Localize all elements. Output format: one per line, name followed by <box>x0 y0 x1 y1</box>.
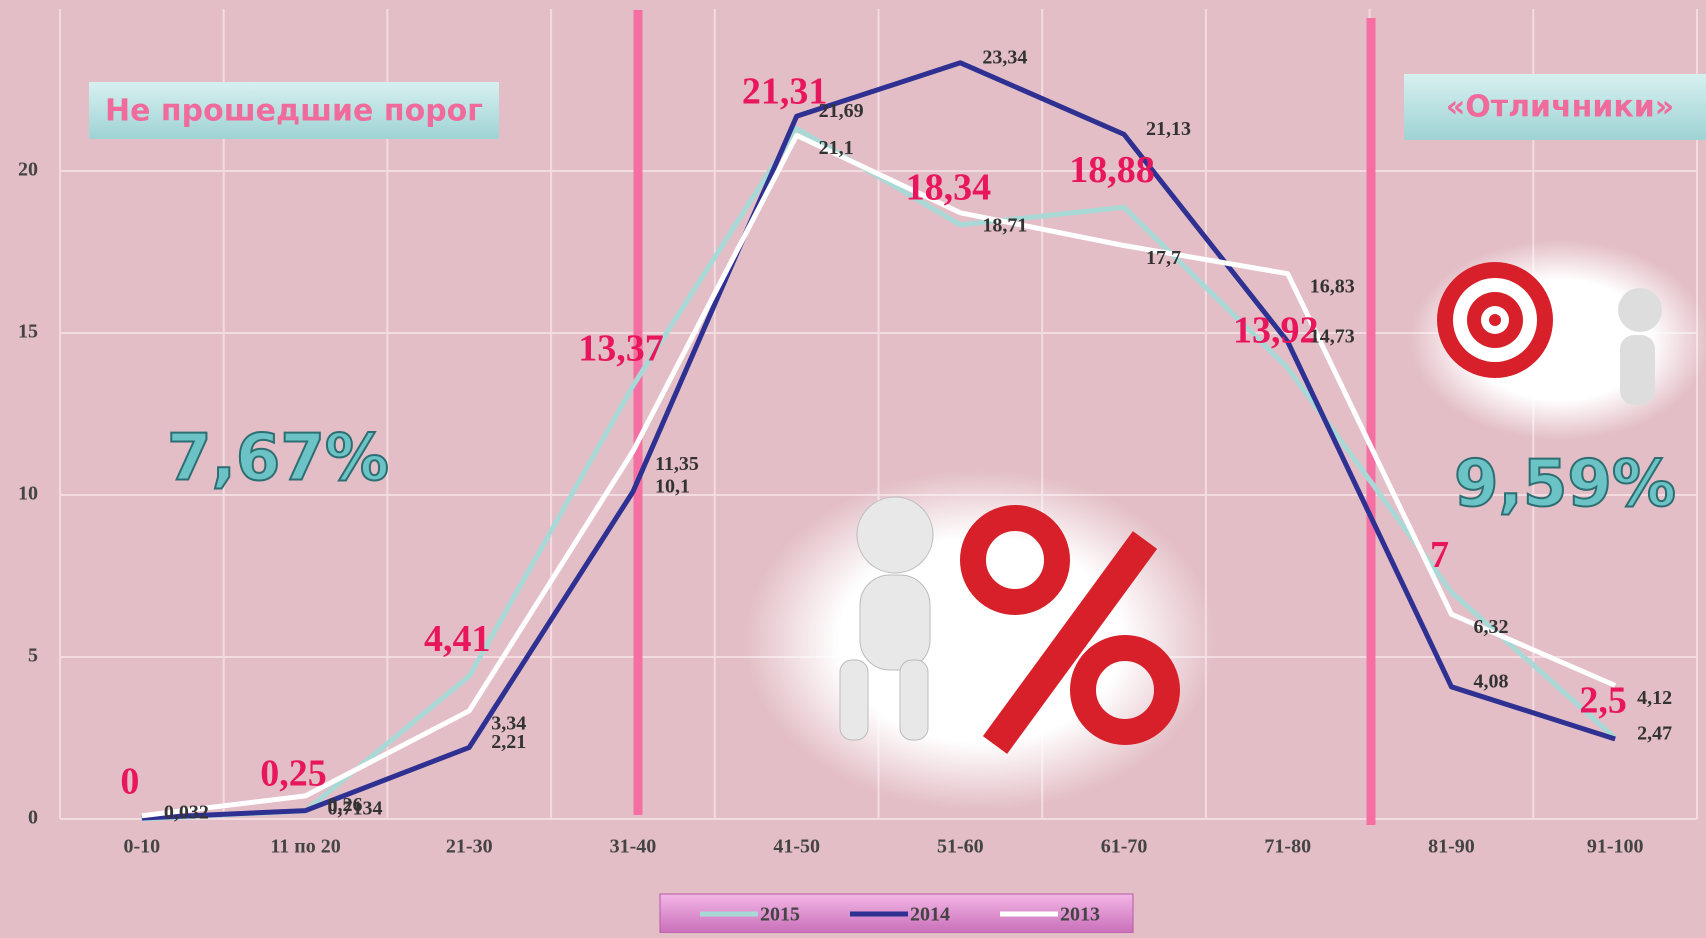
y-tick-label: 5 <box>28 645 38 667</box>
data-label: 0,25 <box>260 753 327 795</box>
legend-label: 2013 <box>1060 904 1100 926</box>
data-label: 0,032 <box>164 802 209 824</box>
x-tick-label: 71-80 <box>1264 836 1311 858</box>
data-label: 23,34 <box>982 46 1027 68</box>
x-tick-label: 51-60 <box>937 836 984 858</box>
annotation: 9,59% <box>1454 448 1676 522</box>
annotation-box <box>89 82 499 139</box>
data-label: 4,08 <box>1473 670 1508 692</box>
annotation: Не прошедшие порог <box>105 94 483 129</box>
data-label: 0 <box>120 761 139 803</box>
legend-label: 2015 <box>760 904 800 926</box>
data-label: 21,31 <box>742 70 828 112</box>
data-label: 6,32 <box>1473 616 1508 638</box>
data-label: 7 <box>1430 534 1449 576</box>
data-label: 16,83 <box>1310 275 1355 297</box>
data-label: 2,47 <box>1637 723 1672 745</box>
data-label: 17,7 <box>1146 247 1181 269</box>
x-tick-label: 11 по 20 <box>270 836 340 858</box>
x-tick-label: 81-90 <box>1428 836 1475 858</box>
data-label: 4,12 <box>1637 687 1672 709</box>
x-tick-label: 61-70 <box>1101 836 1148 858</box>
data-label: 0,7134 <box>328 797 383 819</box>
x-tick-label: 0-10 <box>124 836 161 858</box>
y-tick-label: 15 <box>18 321 38 343</box>
annotation: 7,67% <box>167 422 389 496</box>
series-line <box>141 132 1617 819</box>
data-label: 0,26 <box>328 794 363 816</box>
data-label: 14,73 <box>1310 325 1355 347</box>
y-tick-label: 10 <box>18 483 38 505</box>
x-tick-label: 41-50 <box>773 836 820 858</box>
data-label: 21,69 <box>819 100 864 122</box>
data-label: 11,35 <box>655 453 699 475</box>
x-tick-label: 31-40 <box>610 836 657 858</box>
data-label: 13,37 <box>578 328 664 370</box>
data-label: 18,71 <box>982 214 1027 236</box>
legend-label: 2014 <box>910 904 950 926</box>
data-label: 2,21 <box>491 731 526 753</box>
data-label: 21,13 <box>1146 118 1191 140</box>
x-tick-label: 21-30 <box>446 836 493 858</box>
data-label: 4,41 <box>424 618 491 660</box>
target-icon <box>1437 262 1662 405</box>
data-label: 13,92 <box>1233 310 1319 352</box>
annotation-box <box>1404 74 1706 140</box>
data-label: 2,5 <box>1579 680 1627 722</box>
y-tick-label: 0 <box>28 807 38 829</box>
data-label: 18,88 <box>1069 149 1155 191</box>
series-line <box>141 60 1616 821</box>
data-label: 3,34 <box>491 712 526 734</box>
annotation: «Отличники» <box>1446 90 1674 125</box>
data-label: 10,1 <box>655 475 690 497</box>
data-label: 18,34 <box>906 167 992 209</box>
percent-icon <box>960 505 1180 754</box>
x-tick-label: 91-100 <box>1587 836 1644 858</box>
figure-icon <box>839 496 934 741</box>
data-label: 21,1 <box>819 137 854 159</box>
y-tick-label: 20 <box>18 159 38 181</box>
